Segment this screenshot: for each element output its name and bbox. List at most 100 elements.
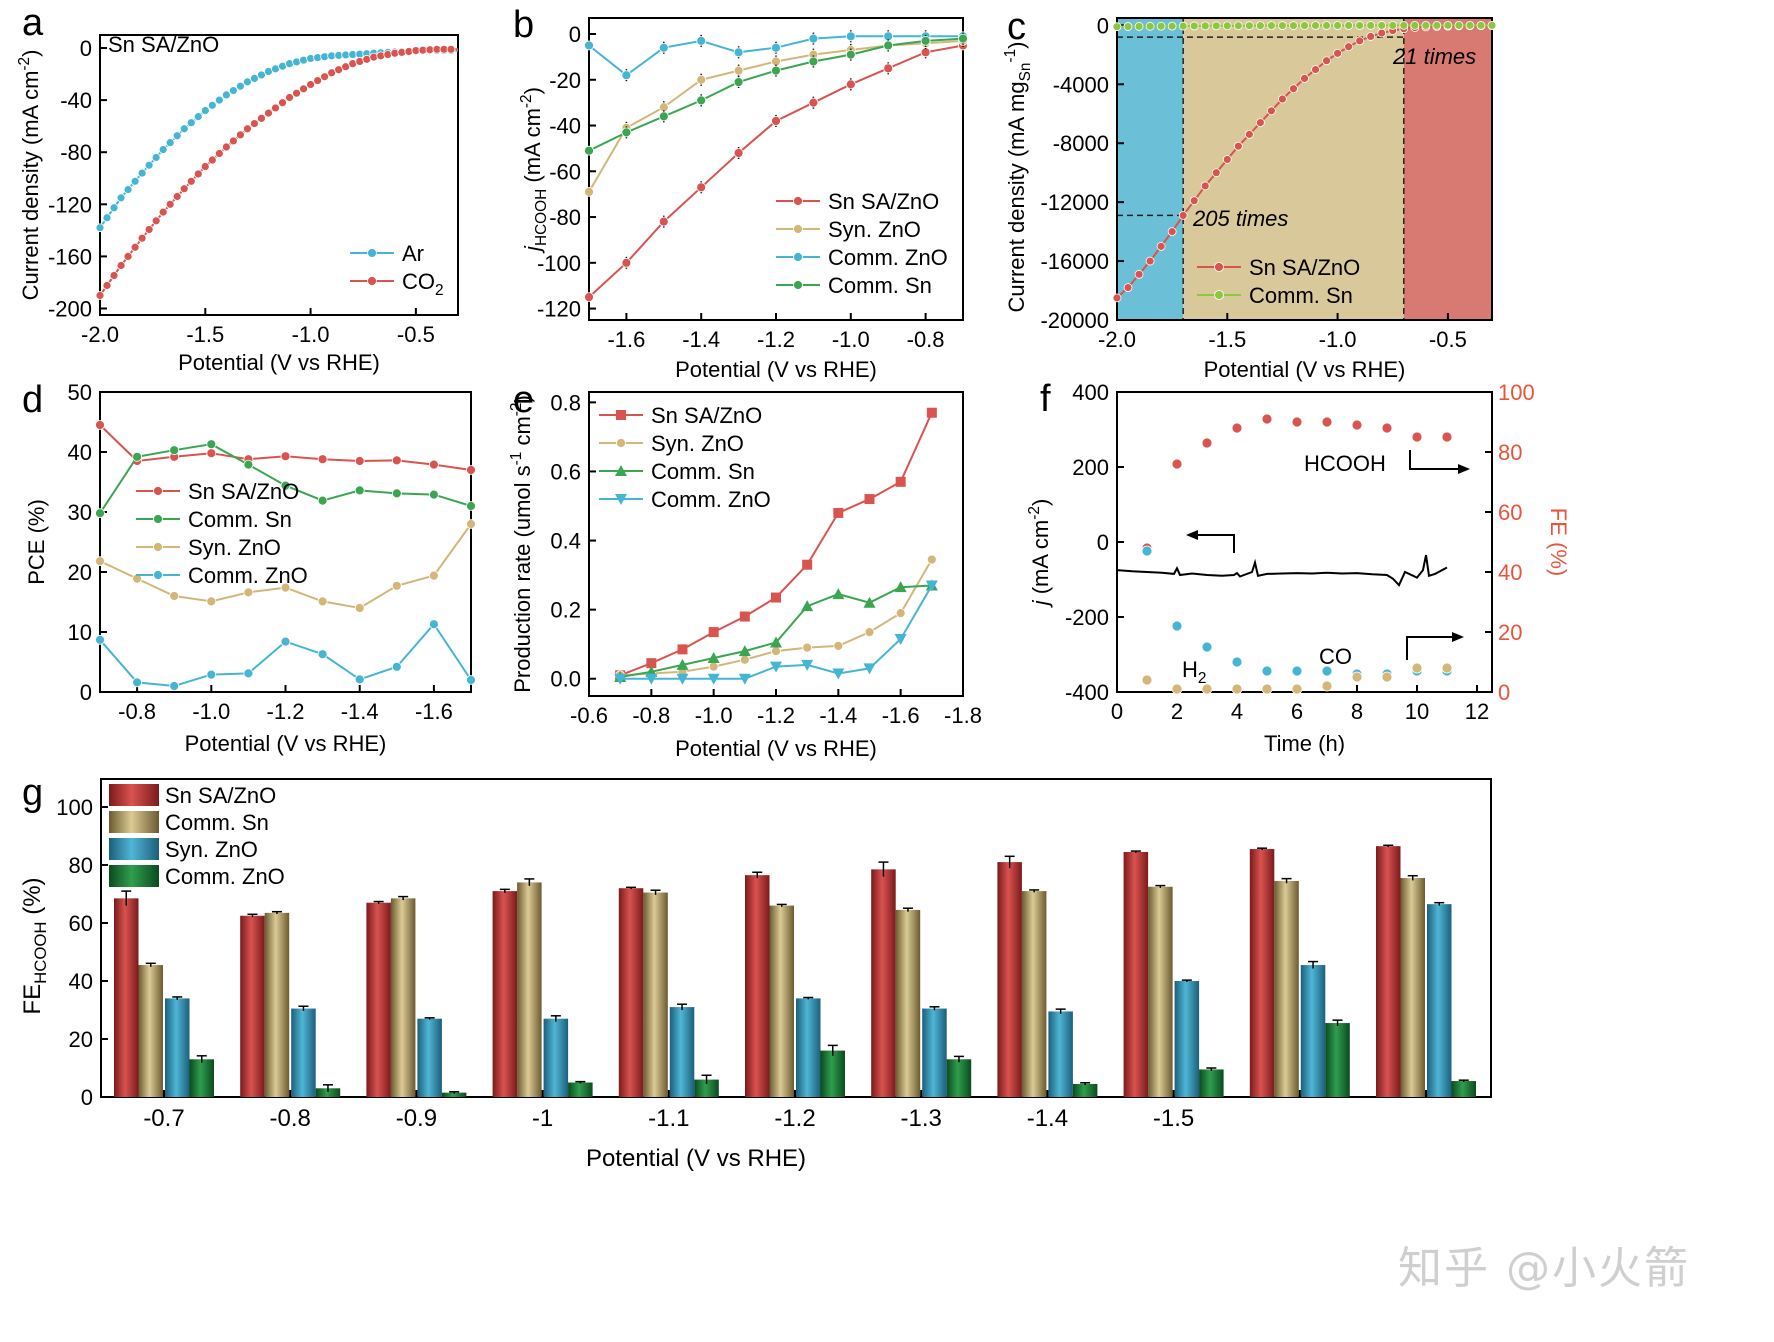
panel-a-series-1-point — [221, 142, 231, 152]
panel-g-bar-commsn — [264, 912, 290, 1097]
panel-e-series-0-point — [739, 611, 750, 622]
panel-a-series-0-point — [116, 193, 126, 203]
panel-b-ytick-label: -80 — [549, 205, 581, 230]
panel-b-series-2-point — [621, 70, 632, 81]
label-part: -2 — [1026, 506, 1043, 520]
panel-f-xtick-label: 4 — [1231, 699, 1243, 724]
panel-d-series-1-point — [206, 439, 217, 450]
panel-f-arrow-hcooh — [1409, 450, 1462, 470]
panel-c-series-1-point — [1255, 21, 1265, 31]
panel-d-series-3-point — [391, 661, 402, 672]
panel-b-legend-2-legend-point — [793, 252, 803, 262]
panel-a-ar-legend-point — [367, 248, 377, 258]
label-part: ) — [18, 50, 43, 57]
panel-d-series-3-point — [169, 681, 180, 691]
panel-b-ytick-label: -20 — [549, 68, 581, 93]
panel-g-xtick-label: -0.9 — [396, 1105, 437, 1132]
panel-c-ytick-label: -20000 — [1040, 308, 1109, 333]
panel-c-series-1-point — [1145, 21, 1155, 31]
panel-g-legend-label-3: Comm. ZnO — [165, 864, 285, 889]
panel-e-xtick-label: -0.6 — [570, 703, 608, 728]
panel-b-series-0-point — [696, 182, 707, 193]
panel-f-h2-point — [1231, 683, 1243, 695]
panel-g-bar-snsazno — [745, 875, 770, 1097]
panel-g-ytick-label: 60 — [69, 911, 93, 936]
panel-e-series-3-point — [614, 673, 627, 685]
panel-c-series-0-point — [1267, 106, 1276, 116]
panel-g-legend-swatch-1 — [109, 811, 159, 833]
label-part: Current density (mA mg — [1004, 81, 1029, 312]
label-part: H — [1182, 657, 1198, 682]
panel-f-hcooh-point — [1351, 419, 1363, 431]
panel-g-bar-commzno — [189, 1059, 214, 1097]
panel-e-series-2-point — [770, 636, 782, 648]
panel-g-xtick-label: -1.3 — [901, 1105, 942, 1132]
panel-g-bar-synzno — [1427, 904, 1452, 1097]
panel-c-series-1-point — [1289, 21, 1298, 30]
panel-e-series-3-point — [645, 673, 658, 685]
panel-g-bar-commzno — [1451, 1081, 1476, 1097]
panel-c-series-1-point — [1311, 21, 1320, 30]
panel-a-series-1-point — [235, 130, 245, 140]
panel-e-xlabel: Potential (V vs RHE) — [675, 736, 877, 761]
label-part: Sn — [1017, 63, 1034, 82]
panel-e-series-1-point — [864, 627, 875, 637]
panel-c-series-1-point — [1244, 21, 1254, 31]
panel-b-series-3-point — [920, 35, 931, 46]
panel-b-legend-2-legend-label: Comm. ZnO — [828, 245, 948, 270]
panel-d-series-2-point — [280, 582, 291, 593]
panel-c-series-1-point — [1421, 20, 1431, 30]
panel-a-series-1-point — [376, 51, 386, 61]
panel-f-hcooh-point — [1261, 413, 1273, 425]
panel-b-series-1-point — [584, 186, 594, 197]
panel-c-ytick-label: -16000 — [1040, 249, 1109, 274]
panel-d-series-2-point — [243, 587, 254, 598]
panel-f-frame — [1116, 391, 1493, 693]
label-part: CO — [402, 269, 435, 294]
label-part: -1 — [508, 452, 525, 466]
panel-c-series-1-point — [1487, 20, 1497, 30]
panel-c-series-1-point — [1167, 21, 1177, 31]
panel-a-xtick-label: -1.5 — [186, 322, 224, 347]
panel-a-letter: a — [22, 2, 44, 44]
panel-e-series-3-point — [863, 663, 876, 675]
panel-g-bar-commzno — [1072, 1083, 1098, 1097]
panel-g-bar-commsn — [643, 892, 668, 1097]
panel-g-bar-snsazno — [240, 915, 265, 1097]
panel-d-xtick-label: -1.4 — [341, 699, 379, 724]
panel-c-series-1-point — [1465, 20, 1475, 30]
panel-d-series-0-point — [206, 448, 217, 459]
label-part: FE — [19, 984, 46, 1015]
label-part: Current density (mA cm — [18, 71, 43, 301]
panel-a-series-1-point — [383, 50, 393, 59]
label-part: (%) — [19, 877, 46, 921]
panel-c-xlabel: Potential (V vs RHE) — [1204, 357, 1406, 382]
panel-g-bar-snsazno — [997, 862, 1022, 1097]
panel-a-series-0 — [99, 49, 458, 229]
panel-e-ytick-label: 0.6 — [550, 459, 581, 484]
panel-c-series-0-point — [1322, 56, 1331, 66]
panel-g-ytick-label: 20 — [69, 1027, 93, 1052]
label-part: ) — [520, 87, 545, 94]
panel-d-legend-3-legend-label: Comm. ZnO — [188, 563, 308, 588]
panel-d-series-3-point — [132, 677, 143, 688]
panel-b-series-3-point — [696, 95, 707, 106]
panel-a-series-1-point — [264, 108, 273, 118]
panel-a-series-0-point — [179, 124, 189, 134]
panel-g-xtick-label: -1.4 — [1027, 1105, 1068, 1132]
panel-c-series-1-point — [1178, 21, 1188, 31]
label-part: (mA cm — [1028, 520, 1053, 601]
panel-e-legend-3-legend-point — [615, 494, 627, 505]
panel-e-series-3-point — [832, 668, 845, 680]
panel-e-series-3-point — [801, 659, 814, 671]
panel-g-legend-swatch-0 — [109, 784, 159, 806]
panel-d-series-3-point — [317, 649, 328, 660]
panel-d-series-3-point — [280, 636, 291, 647]
panel-e-legend-3-legend-label: Comm. ZnO — [651, 487, 771, 512]
panel-a-ar-legend-label: Ar — [402, 241, 424, 266]
panel-f-ytick-label: 0 — [1097, 530, 1109, 555]
panel-c-series-0-point — [1112, 293, 1122, 303]
panel-f-xtick-label: 12 — [1465, 699, 1489, 724]
label-part: -2 — [508, 403, 525, 417]
panel-a-ytick-label: -120 — [48, 192, 92, 217]
